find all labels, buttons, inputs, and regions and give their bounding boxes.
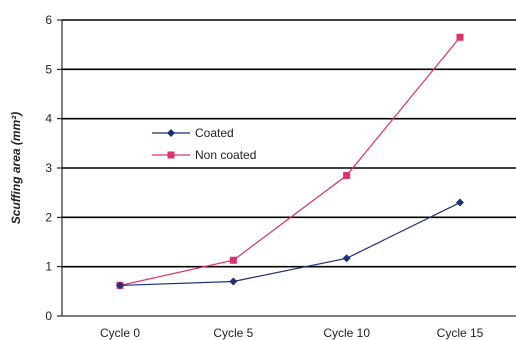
legend-item-coated: Coated: [152, 126, 234, 140]
data-point-coated: [229, 277, 238, 286]
series-line-coated: [119, 201, 461, 287]
series-line-non-coated: [119, 36, 461, 286]
x-tick-label: Cycle 0: [100, 326, 140, 340]
gridlines: [62, 19, 516, 268]
x-tick-label: Cycle 5: [213, 326, 253, 340]
data-point-coated: [116, 281, 124, 290]
y-tick-label: 2: [45, 210, 52, 224]
axes: [57, 19, 516, 317]
legend-label: Coated: [195, 126, 234, 140]
x-tick-label: Cycle 15: [437, 326, 484, 340]
data-point-non-coated: [343, 171, 351, 179]
data-point-coated: [342, 254, 351, 263]
data-point-non-coated: [456, 33, 464, 41]
y-tick-label: 3: [45, 161, 52, 175]
y-tick-label: 5: [45, 62, 52, 76]
data-series: [116, 33, 464, 290]
y-tick-labels: 0 1 2 3 4 5 6: [45, 13, 52, 323]
legend-label: Non coated: [195, 148, 256, 162]
y-tick-label: 0: [45, 309, 52, 323]
legend-swatch-marker: [167, 129, 175, 137]
legend: Coated Non coated: [152, 126, 256, 162]
x-tick-labels: Cycle 0 Cycle 5 Cycle 10 Cycle 15: [100, 326, 484, 340]
x-tick-label: Cycle 10: [323, 326, 370, 340]
y-tick-label: 4: [45, 112, 52, 126]
series-non-coated: [116, 33, 464, 289]
data-point-non-coated: [229, 256, 237, 264]
y-axis-label: Scuffing area (mm²): [9, 112, 23, 224]
y-tick-label: 1: [45, 260, 52, 274]
y-tick-label: 6: [45, 13, 52, 27]
legend-item-non-coated: Non coated: [152, 148, 256, 162]
legend-swatch-marker: [167, 151, 175, 159]
series-coated: [116, 198, 464, 290]
data-point-coated: [456, 198, 464, 207]
